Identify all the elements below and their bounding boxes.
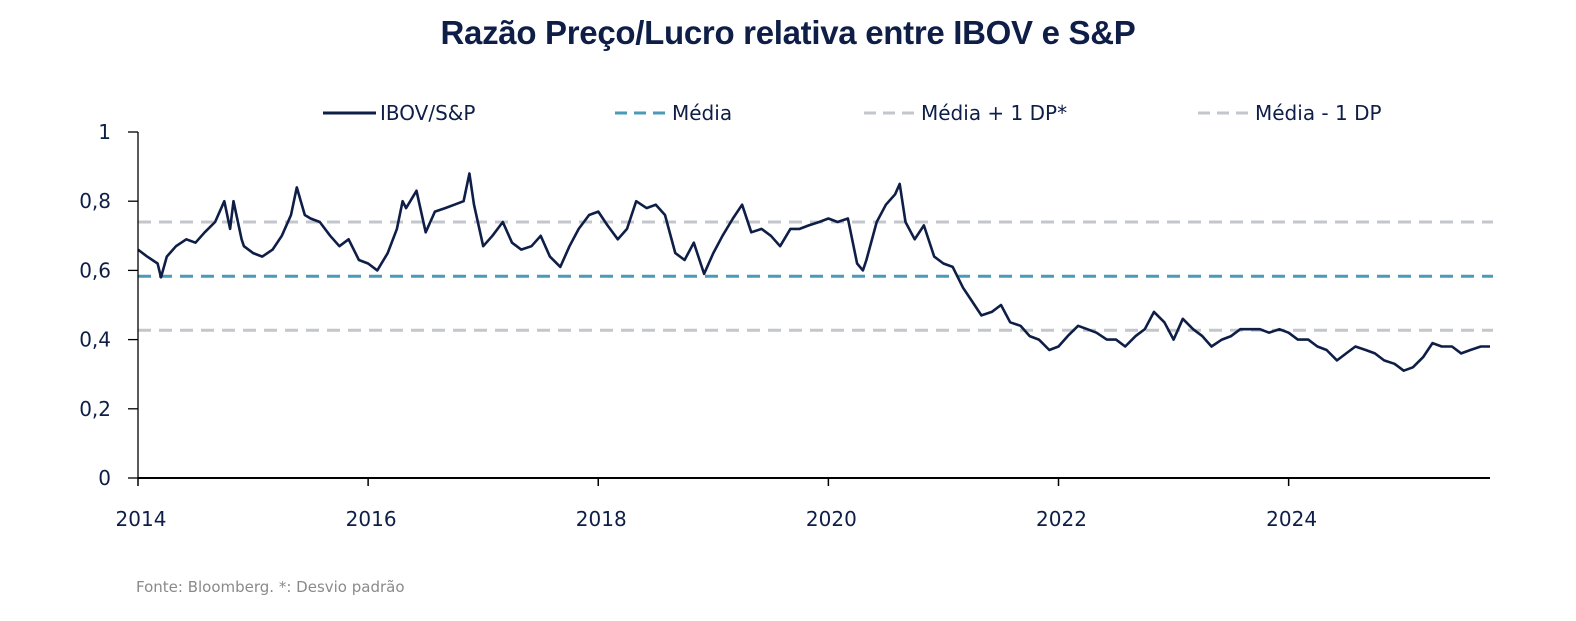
legend-label: Média (672, 101, 732, 125)
x-axis-ticks: 2014 2016 2018 2020 2022 2024 (116, 478, 1317, 531)
axes (137, 132, 1490, 479)
legend-label: Média + 1 DP* (921, 101, 1067, 125)
chart-title: Razão Preço/Lucro relativa entre IBOV e … (440, 14, 1136, 51)
y-tick-label: 0,2 (79, 397, 111, 421)
legend: IBOV/S&P Média Média + 1 DP* Média - 1 DP (323, 101, 1382, 125)
y-tick-label: 0,4 (79, 328, 111, 352)
y-tick-label: 0,8 (79, 189, 111, 213)
x-tick-label: 2022 (1036, 507, 1087, 531)
y-axis-ticks: 0 0,2 0,4 0,6 0,8 1 (79, 120, 138, 490)
x-tick-label: 2020 (806, 507, 857, 531)
x-tick-label: 2024 (1266, 507, 1317, 531)
source-note: Fonte: Bloomberg. *: Desvio padrão (136, 578, 405, 596)
y-tick-label: 0 (98, 466, 111, 490)
legend-label: IBOV/S&P (380, 101, 475, 125)
legend-label: Média - 1 DP (1255, 101, 1382, 125)
x-tick-label: 2018 (576, 507, 627, 531)
series-lines (137, 172, 1490, 372)
x-tick-label: 2014 (116, 507, 167, 531)
y-tick-label: 0,6 (79, 258, 111, 282)
reference-lines (138, 220, 1493, 332)
y-tick-label: 1 (98, 120, 111, 144)
x-tick-label: 2016 (346, 507, 397, 531)
series-line-ibov-sp (137, 172, 1490, 372)
